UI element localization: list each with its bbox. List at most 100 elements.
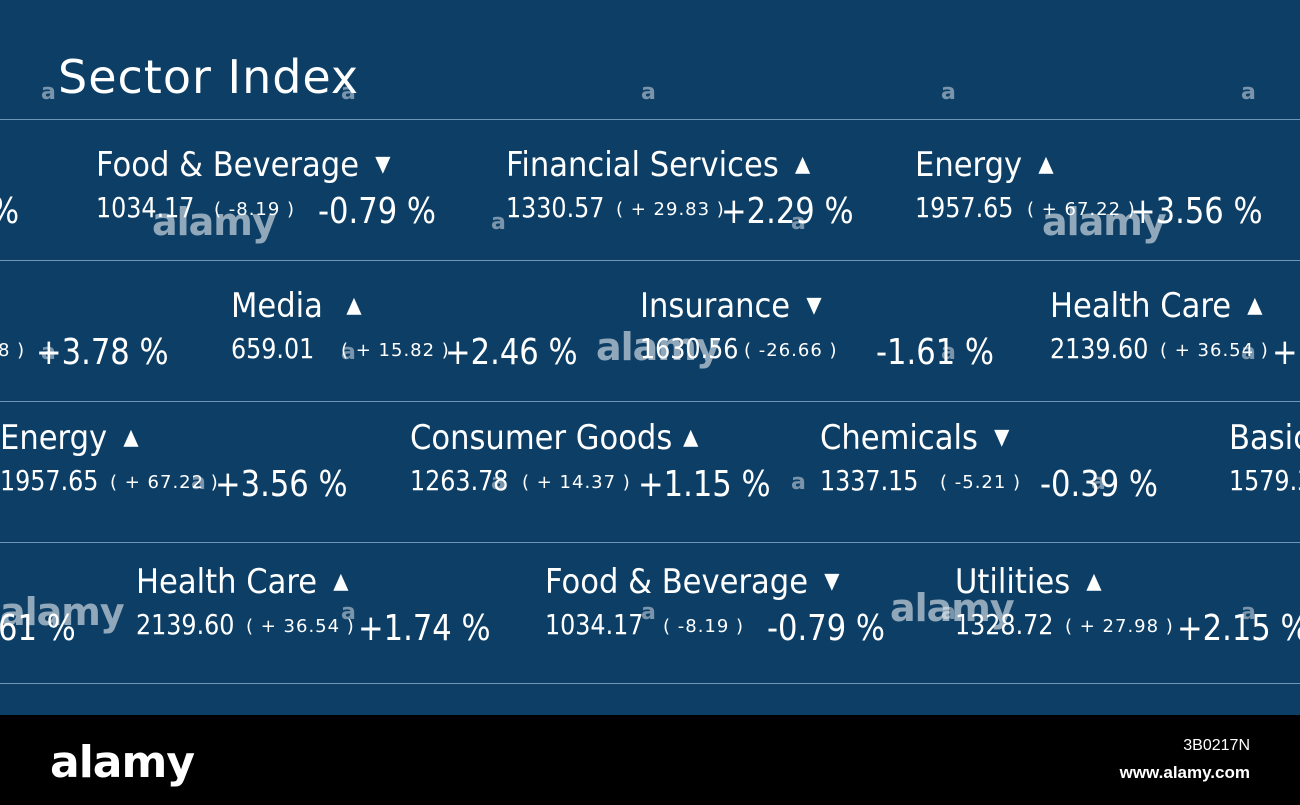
percent-change: +1.15 % (638, 464, 771, 505)
sector-ticker: Energy ▲ 1957.65 ( + 67.22 ) +3.56 % (0, 418, 400, 528)
percent-change: +3.56 % (1130, 191, 1263, 232)
watermark-mark: a (341, 600, 356, 625)
divider (0, 683, 1300, 684)
watermark-mark: a (341, 80, 356, 105)
index-value: 1328.72 (955, 608, 1054, 641)
arrow-up-icon: ▲ (333, 569, 349, 594)
sector-name: Food & Beverage ▼ (96, 145, 391, 185)
index-value: 1034.17 (545, 608, 644, 641)
sector-name: Consumer Goods ▲ (410, 418, 699, 458)
sector-ticker: Insurance ▼ 1630.56 ( -26.66 ) -1.61 % (640, 286, 1040, 396)
point-change: ( + 27.98 ) (1065, 616, 1174, 637)
point-change: ( + 29.83 ) (616, 199, 725, 220)
sector-ticker: Chemicals ▼ 1337.15 ( -5.21 ) -0.39 % (820, 418, 1220, 528)
index-value: 2139.60 (136, 608, 235, 641)
sector-name: Media ▲ (231, 286, 362, 326)
sector-ticker: Food & Beverage ▼ 1034.17 ( -8.19 ) -0.79… (96, 145, 496, 255)
watermark-mark: a (941, 80, 956, 105)
watermark-mark: a (941, 600, 956, 625)
footer-bar: alamy 3B0217N www.alamy.com (0, 715, 1300, 805)
watermark-mark: a (341, 340, 356, 365)
percent-change: +2.46 % (445, 332, 578, 373)
sector-ticker: Utilities ▲ 1328.72 ( + 27.98 ) +2.15 % (955, 562, 1300, 672)
sector-name: Basic (1229, 418, 1300, 458)
point-change: ( -5.21 ) (940, 472, 1022, 493)
arrow-down-icon: ▼ (375, 152, 391, 177)
watermark: alamy (890, 586, 1015, 630)
point-change: ( + 14.37 ) (522, 472, 631, 493)
site-url: www.alamy.com (1119, 763, 1250, 782)
watermark-mark: a (491, 210, 506, 235)
arrow-down-icon: ▼ (824, 569, 840, 594)
point-change: ( + 15.82 ) (341, 340, 450, 361)
arrow-up-icon: ▲ (346, 293, 362, 318)
ticker-row: Energy ▲ 1957.65 ( + 67.22 ) +3.56 % Cons… (0, 418, 1300, 558)
watermark-mark: a (791, 210, 806, 235)
ticker-board: Sector Index % Food & Beverage▼ 1034.17 … (0, 0, 1300, 715)
arrow-down-icon: ▼ (806, 293, 822, 318)
watermark-mark: a (1091, 470, 1106, 495)
percent-change: -1.61 % (876, 332, 994, 373)
ticker-row: % Food & Beverage▼ 1034.17 ( -8.19 ) -0.… (0, 145, 1300, 285)
point-change: ( -8.19 ) (663, 616, 745, 637)
alamy-logo: alamy (50, 737, 195, 788)
percent-change: -0.39 % (1040, 464, 1158, 505)
point-change: ( -26.66 ) (744, 340, 838, 361)
watermark: alamy (596, 325, 721, 369)
sector-ticker: Health Care▲ 2139.60 ( + 36.54 ) +1.74 % (136, 562, 536, 672)
watermark-mark: a (41, 80, 56, 105)
divider (0, 260, 1300, 261)
arrow-up-icon: ▲ (1247, 293, 1263, 318)
sector-ticker: Financial Services ▲ 1330.57 ( + 29.83 ) … (506, 145, 906, 255)
index-value: 1630.56 (640, 332, 739, 365)
sector-name: Energy ▲ (0, 418, 139, 458)
divider (0, 401, 1300, 402)
index-value: 659.01 (231, 332, 315, 365)
sector-ticker: Energy ▲ 1957.65 ( + 67.22 ) +3.56 % (915, 145, 1300, 255)
sector-ticker: Basic 1579.3 (1229, 418, 1300, 528)
arrow-up-icon: ▲ (1086, 569, 1102, 594)
index-value: 1579.3 (1229, 464, 1300, 497)
ticker-row: 61 % Health Care ▲ 2139.60 ( + 36.54 ) +1… (0, 562, 1300, 702)
sector-ticker: Media ▲ 659.01 ( + 15.82 ) +2.46 % (231, 286, 631, 396)
index-value: 1034.17 (96, 191, 195, 224)
percent-change: +1.74 % (1272, 332, 1300, 373)
ticker-row: 8 ) +3.78 % Media ▲ 659.01 ( + 15.82 ) +2… (0, 286, 1300, 426)
divider (0, 542, 1300, 543)
watermark-mark: a (1241, 340, 1256, 365)
sector-ticker: Consumer Goods ▲ 1263.78 ( + 14.37 ) +1.1… (410, 418, 810, 528)
point-change: ( + 36.54 ) (1160, 340, 1269, 361)
sector-name: Financial Services ▲ (506, 145, 811, 185)
sector-name: Energy ▲ (915, 145, 1054, 185)
image-id: 3B0217N (1183, 737, 1250, 754)
point-change: ( + 67.22 ) (1027, 199, 1136, 220)
percent-change: +2.29 % (721, 191, 854, 232)
arrow-down-icon: ▼ (994, 425, 1010, 450)
arrow-up-icon: ▲ (123, 425, 139, 450)
index-value: 1957.65 (0, 464, 99, 497)
watermark-mark: a (191, 470, 206, 495)
watermark-mark: a (791, 470, 806, 495)
watermark-mark: a (41, 340, 56, 365)
sector-name: Health Care ▲ (1050, 286, 1263, 326)
index-value: 2139.60 (1050, 332, 1149, 365)
watermark-mark: a (1241, 80, 1256, 105)
index-value: 1330.57 (506, 191, 605, 224)
sector-name: Insurance ▼ (640, 286, 822, 326)
percent-change: +1.74 % (358, 608, 491, 649)
left-edge-fragment: 8 ) +3.78 % (0, 286, 398, 396)
percent-change: +3.78 % (36, 332, 169, 373)
watermark: alamy (0, 590, 125, 634)
sector-name: Chemicals ▼ (820, 418, 1010, 458)
percent-change: -0.79 % (767, 608, 885, 649)
arrow-up-icon: ▲ (1038, 152, 1054, 177)
arrow-up-icon: ▲ (794, 152, 811, 177)
watermark: alamy (1042, 200, 1167, 244)
sector-name: Food & Beverage ▼ (545, 562, 840, 602)
index-value: 1263.78 (410, 464, 509, 497)
index-value: 1957.65 (915, 191, 1014, 224)
page-title: Sector Index (58, 50, 360, 104)
sector-name: Utilities ▲ (955, 562, 1102, 602)
point-change: 8 ) (0, 340, 26, 361)
percent-change: % (0, 191, 19, 232)
